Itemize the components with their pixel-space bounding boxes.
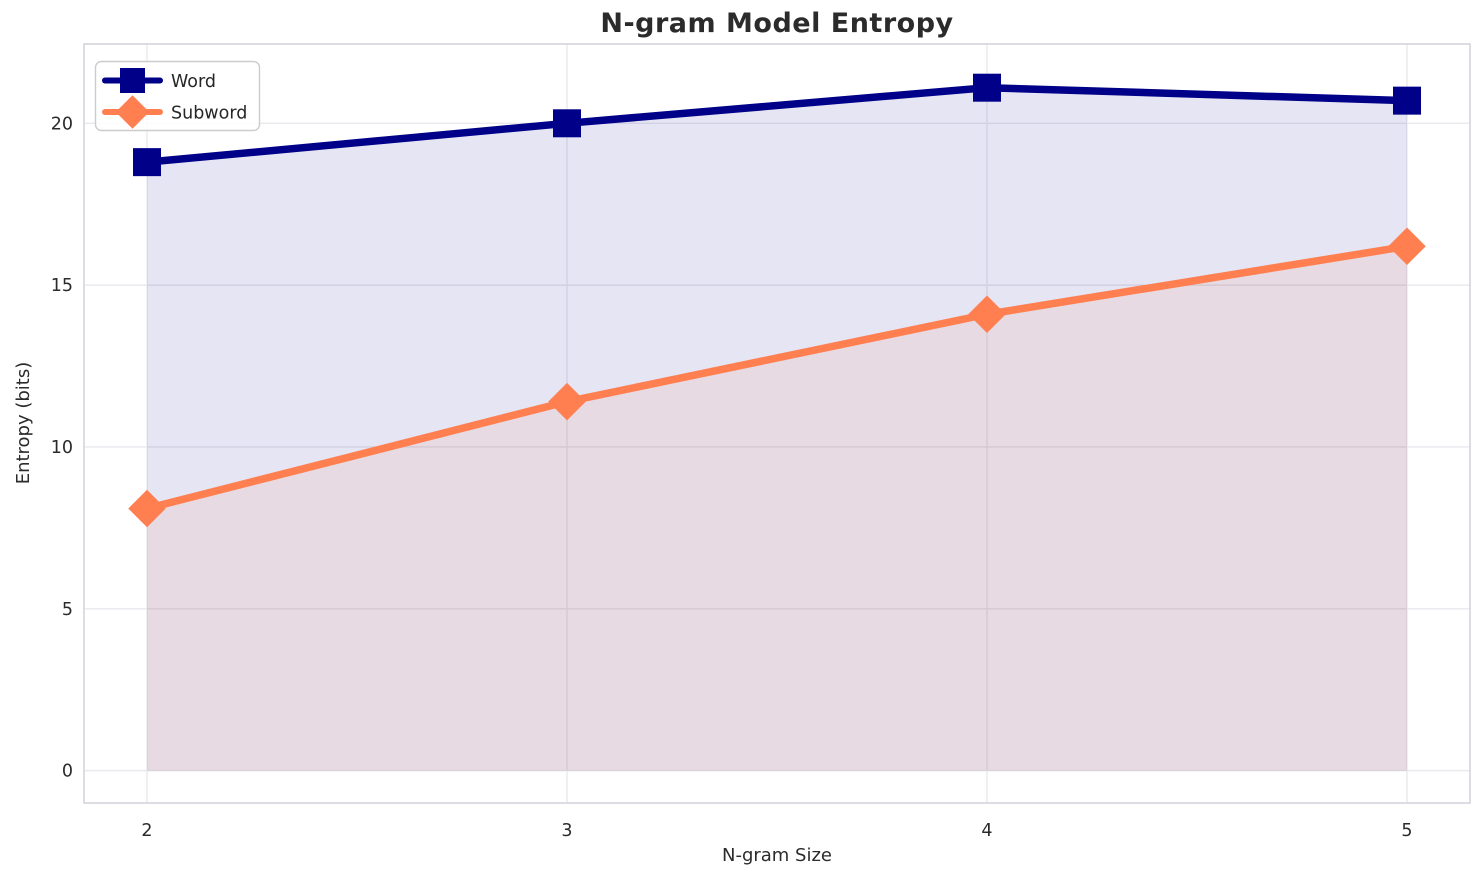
y-tick-label-5: 5 [62, 600, 73, 620]
word-area-fill [147, 87, 1407, 771]
x-tick-label-3: 3 [561, 821, 572, 841]
chart-title: N-gram Model Entropy [600, 8, 954, 39]
subword-marker-2 [128, 489, 166, 528]
x-tick-label-4: 4 [981, 821, 992, 841]
subword-marker-4 [968, 295, 1006, 334]
x-tick-label-5: 5 [1401, 821, 1412, 841]
y-tick-label-10: 10 [51, 438, 73, 458]
legend-label-subword: Subword [171, 104, 247, 124]
y-tick-label-15: 15 [51, 276, 73, 296]
subword-marker-3 [548, 382, 586, 421]
word-marker-5 [1393, 86, 1421, 115]
subword-marker-5 [1388, 227, 1426, 266]
legend-label-word: Word [171, 72, 216, 92]
legend-square-icon [120, 68, 145, 93]
y-tick-label-20: 20 [51, 114, 73, 134]
plot-border [83, 43, 1471, 804]
word-marker-3 [553, 109, 581, 138]
legend-diamond-icon [115, 95, 150, 129]
plot-area [84, 44, 1470, 803]
y-tick-label-0: 0 [62, 762, 73, 782]
word-line [143, 83, 1411, 166]
subword-area-fill [147, 246, 1407, 771]
word-marker-4 [973, 73, 1001, 102]
x-axis-label: N-gram Size [721, 845, 833, 866]
y-axis-label: Entropy (bits) [13, 361, 34, 485]
x-tick-label-2: 2 [141, 821, 152, 841]
subword-line [143, 242, 1411, 513]
word-marker-2 [133, 148, 161, 177]
